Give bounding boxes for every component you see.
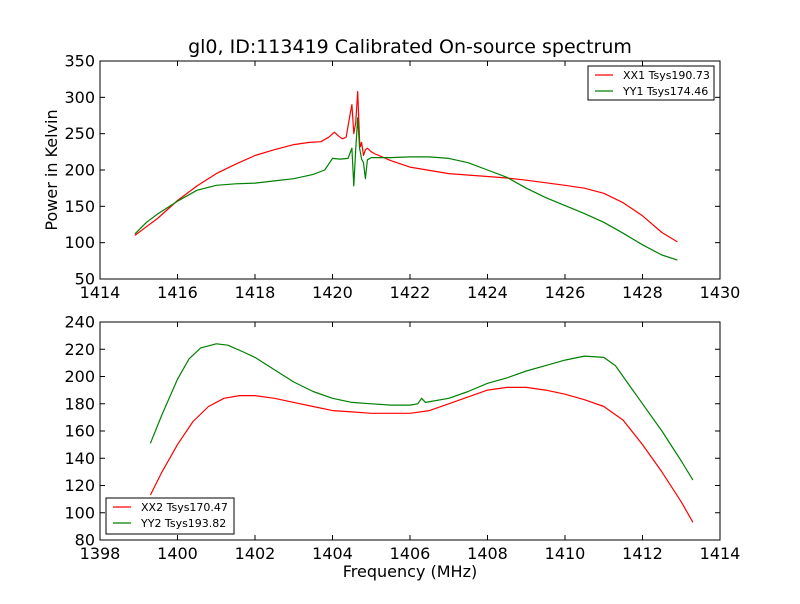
- y-tick-label: 120: [64, 476, 95, 495]
- legend-entry: XX1 Tsys190.73: [623, 69, 710, 82]
- x-tick-label: 1416: [157, 283, 198, 302]
- x-tick-label: 1430: [700, 283, 741, 302]
- y-tick-label: 100: [64, 503, 95, 522]
- y-axis-label: Power in Kelvin: [42, 109, 61, 230]
- y-tick-label: 200: [64, 367, 95, 386]
- legend: [105, 497, 235, 535]
- series-line-1-1: [149, 343, 694, 481]
- x-tick-label: 1410: [545, 544, 586, 563]
- x-tick-label: 1404: [312, 544, 353, 563]
- series-line-0-0: [134, 90, 678, 243]
- legend-entry: YY2 Tsys193.82: [140, 517, 226, 530]
- top-subplot: 1414 1416 1418 1420 1422 1424 1426 1428 1430 50 10…: [42, 52, 740, 303]
- x-tick-label: 1428: [622, 283, 663, 302]
- x-tick-label: 1414: [700, 544, 741, 563]
- y-tick-label: 220: [64, 340, 95, 359]
- y-tick-label: 50: [75, 270, 95, 289]
- legend-entry: YY1 Tsys174.46: [622, 85, 708, 98]
- x-tick-label: 1402: [235, 544, 276, 563]
- x-tick-label: 1420: [312, 283, 353, 302]
- x-tick-label: 1422: [390, 283, 431, 302]
- x-tick-label: 1406: [390, 544, 431, 563]
- y-tick-label: 140: [64, 449, 95, 468]
- x-tick-label: 1400: [157, 544, 198, 563]
- y-tick-label: 150: [64, 197, 95, 216]
- y-tick-label: 200: [64, 161, 95, 180]
- y-tick-label: 240: [64, 313, 95, 332]
- y-tick-label: 300: [64, 88, 95, 107]
- x-tick-label: 1398: [80, 544, 121, 563]
- legend-entry: XX2 Tsys170.47: [141, 501, 228, 514]
- figure-title: gl0, ID:113419 Calibrated On-source spec…: [188, 36, 632, 58]
- series-line-1-0: [149, 386, 694, 523]
- x-tick-label: 1414: [80, 283, 121, 302]
- x-tick-label: 1412: [622, 544, 663, 563]
- y-tick-label: 250: [64, 124, 95, 143]
- x-tick-label: 1408: [467, 544, 508, 563]
- y-tick-label: 160: [64, 422, 95, 441]
- y-tick-label: 80: [75, 531, 95, 550]
- legend: [587, 65, 715, 101]
- x-tick-label: 1424: [467, 283, 508, 302]
- y-tick-label: 350: [64, 52, 95, 71]
- x-axis-label: Frequency (MHz): [343, 562, 477, 581]
- series-line-0-1: [134, 117, 678, 261]
- bottom-subplot: 1398 1400 1402 1404 1406 1408 1410 1412 1414 80 10…: [64, 313, 740, 582]
- x-tick-label: 1426: [545, 283, 586, 302]
- y-tick-label: 180: [64, 394, 95, 413]
- x-tick-label: 1418: [235, 283, 276, 302]
- y-tick-label: 100: [64, 233, 95, 252]
